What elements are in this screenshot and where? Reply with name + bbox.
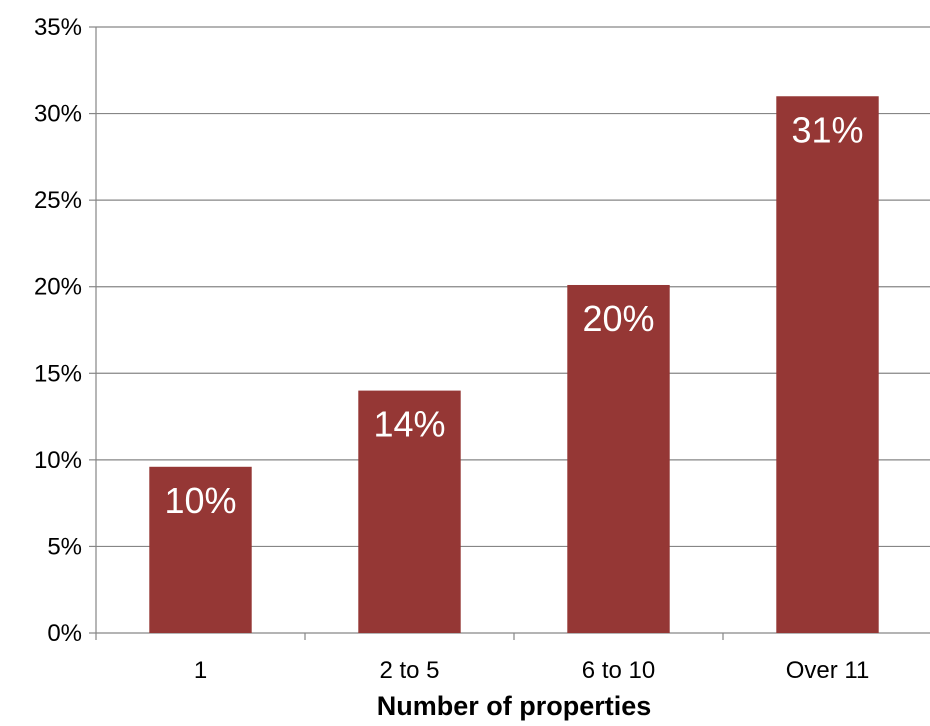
bar-value-label: 14%	[373, 404, 445, 445]
gridlines	[96, 26, 930, 548]
y-axis: 0% 5% 10% 15% 20% 25% 30% 35%	[34, 14, 97, 647]
data-labels: 10% 14% 20% 31%	[164, 109, 863, 521]
bars	[149, 96, 879, 633]
bar-value-label: 10%	[164, 480, 236, 521]
x-tick-label: 1	[194, 657, 207, 684]
bar	[567, 284, 670, 633]
y-tick-label: 5%	[47, 533, 82, 560]
y-tick-label: 15%	[34, 360, 82, 387]
x-tick-label: 2 to 5	[379, 657, 439, 684]
y-tick-label: 10%	[34, 447, 82, 474]
y-tick-label: 0%	[47, 620, 82, 647]
bar-value-label: 20%	[582, 298, 654, 339]
bar	[149, 466, 252, 633]
y-tick-label: 35%	[34, 14, 82, 41]
y-tick-label: 20%	[34, 274, 82, 301]
y-tick-label: 30%	[34, 101, 82, 128]
x-axis: 1 2 to 5 6 to 10 Over 11	[95, 632, 930, 684]
x-tick-label: Over 11	[786, 657, 870, 684]
y-tick-label: 25%	[34, 187, 82, 214]
bar	[776, 96, 879, 633]
bar	[358, 390, 461, 633]
bar-value-label: 31%	[791, 109, 863, 150]
x-tick-label: 6 to 10	[582, 657, 655, 684]
x-axis-title: Number of properties	[377, 691, 652, 721]
